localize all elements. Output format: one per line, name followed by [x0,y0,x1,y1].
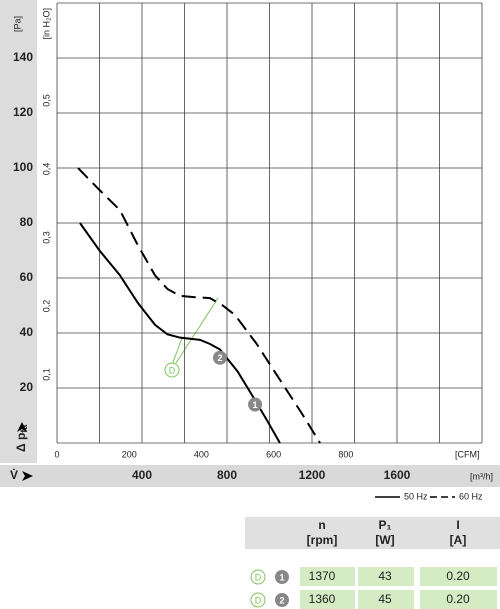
y-arrow [17,422,27,432]
row-id: 1 [279,572,284,582]
operating-point-label: 1 [253,400,258,410]
column-header: I [456,518,459,532]
x2-tick-label: 200 [122,449,137,459]
x-axis-band [0,465,500,487]
table-cell [300,590,355,609]
x-unit: [m³/h] [470,471,493,481]
x2-tick-label: 400 [194,449,209,459]
column-header: n [318,518,325,532]
table-cell [300,567,355,586]
line [79,222,281,444]
table-cell [358,590,414,609]
x-arrow [22,471,33,481]
x-tick-label: 1600 [384,468,411,482]
y-unit: [Pa] [12,16,22,32]
d-marker-label: D [169,365,176,375]
table-value: 45 [378,592,392,606]
y-tick-label: 20 [20,380,34,394]
operating-point-label: 2 [217,353,222,363]
d-marker [164,362,180,378]
x2-tick-label: 800 [338,449,353,459]
y-tick-label: 80 [20,215,34,229]
y2-tick-label: 0,1 [41,368,51,381]
row-id: 2 [279,595,284,605]
legend-label: 50 Hz [404,491,428,501]
x-tick-label: 400 [132,468,152,482]
table-value: 43 [378,569,392,583]
operating-point [212,350,227,365]
y2-tick-label: 0,3 [41,231,51,244]
y2-tick-label: 0,4 [41,163,51,176]
column-unit: [rpm] [307,533,338,547]
y-label-main: Δ p [14,433,28,452]
x2-tick-label: 0 [54,449,59,459]
x2-unit: [CFM] [455,449,480,459]
table-cell [358,567,414,586]
x-tick-label: 1200 [299,468,326,482]
y2-tick-label: 0,2 [41,300,51,313]
row-mark: D [255,595,262,605]
column-header: P₁ [379,518,392,532]
row-id-icon [275,570,289,584]
operating-line [171,337,183,366]
table-value: 1370 [309,569,336,583]
table-value: 0.20 [446,569,470,583]
y-tick-label: 40 [20,325,34,339]
row-id-icon [275,593,289,607]
table-cell [420,590,497,609]
x-tick-label: 800 [217,468,237,482]
operating-line [175,297,219,364]
table-header [245,517,500,549]
y-tick-label: 120 [13,105,33,119]
y-tick-label: 100 [13,160,33,174]
table-value: 1360 [309,592,336,606]
y-tick-label: 140 [13,50,33,64]
column-unit: [W] [375,533,394,547]
column-unit: [A] [450,533,467,547]
row-mark: D [255,572,262,582]
table-cell [420,567,497,586]
y2-unit: [in H₂O] [41,8,51,40]
row-mark-icon [250,569,266,585]
x-label: V̇ [10,467,18,482]
table-value: 0.20 [446,592,470,606]
y2-tick-label: 0,5 [41,94,51,107]
y-tick-label: 60 [20,270,34,284]
x2-tick-label: 600 [266,449,281,459]
legend-label: 60 Hz [459,491,483,501]
operating-point [248,397,263,412]
y-axis-band [0,0,37,463]
line [77,167,321,444]
row-mark-icon [250,592,266,608]
